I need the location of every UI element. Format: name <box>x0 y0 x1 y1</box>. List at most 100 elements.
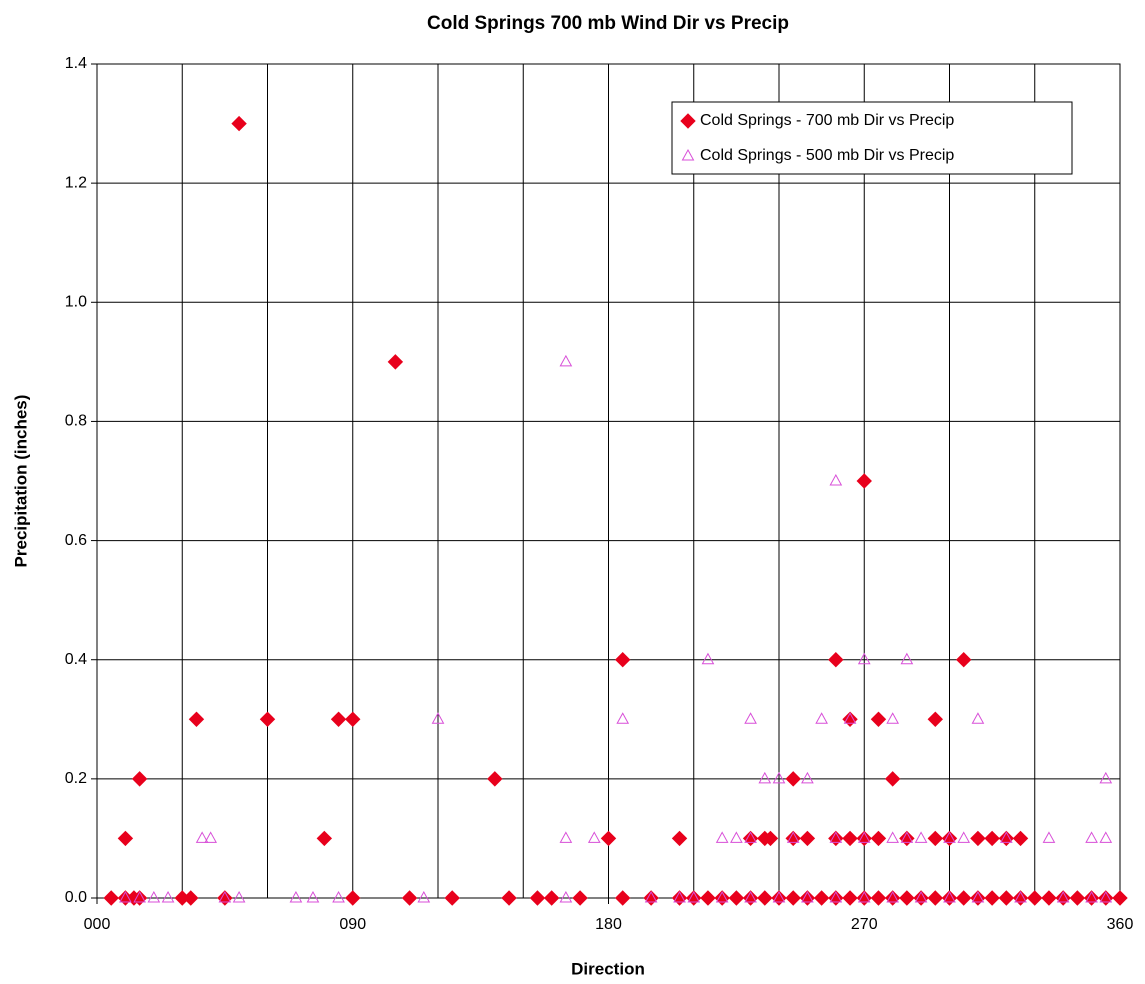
legend-marker <box>681 148 695 161</box>
y-tick-label: 0.8 <box>65 413 87 430</box>
data-point <box>1014 890 1027 903</box>
data-point <box>1085 831 1098 843</box>
data-point <box>501 890 517 906</box>
data-point <box>673 890 686 903</box>
data-point <box>1112 890 1128 906</box>
y-tick-label: 0.6 <box>65 532 87 549</box>
data-point <box>857 831 871 843</box>
data-point <box>559 354 573 367</box>
data-point <box>772 890 786 903</box>
data-point <box>600 830 617 847</box>
data-point <box>306 890 320 903</box>
data-point <box>815 712 828 724</box>
legend-label: Cold Springs - 500 mb Dir vs Precip <box>700 147 954 164</box>
legend-marker <box>680 113 696 129</box>
data-point <box>671 830 688 847</box>
data-point <box>119 890 132 903</box>
data-point <box>970 830 986 847</box>
data-point <box>330 711 347 727</box>
data-point <box>543 890 560 906</box>
y-tick-label: 0.2 <box>65 770 87 787</box>
data-point <box>572 890 588 906</box>
data-point <box>829 831 843 843</box>
legend-label: Cold Springs - 700 mb Dir vs Precip <box>700 112 954 129</box>
data-point <box>431 712 445 724</box>
data-point <box>914 890 928 903</box>
data-point <box>117 830 134 847</box>
data-point <box>927 830 943 847</box>
data-point <box>387 354 404 370</box>
data-point <box>884 771 901 787</box>
data-point <box>231 115 247 132</box>
data-point <box>956 890 972 906</box>
data-point <box>715 831 729 843</box>
data-point <box>1041 890 1057 906</box>
data-point <box>828 652 844 668</box>
data-point <box>801 890 814 903</box>
data-point <box>204 831 218 843</box>
data-point <box>133 890 146 903</box>
data-point <box>345 890 361 906</box>
data-point <box>829 890 843 903</box>
data-point <box>218 890 232 903</box>
data-point <box>984 890 1000 906</box>
data-point <box>744 831 757 843</box>
data-point <box>1012 830 1029 847</box>
data-point <box>857 652 871 665</box>
data-point <box>971 712 985 724</box>
data-point <box>644 890 658 903</box>
data-point <box>957 831 971 843</box>
data-point <box>857 890 871 903</box>
data-point <box>700 890 716 906</box>
data-point <box>785 890 801 906</box>
data-point <box>870 711 887 727</box>
data-point <box>762 830 779 847</box>
data-point <box>1069 890 1086 906</box>
data-point <box>232 890 246 903</box>
data-point <box>943 831 956 843</box>
data-point <box>1099 831 1113 843</box>
data-point <box>559 831 573 843</box>
data-point <box>998 890 1015 906</box>
data-point <box>401 890 418 906</box>
data-point <box>914 831 928 843</box>
y-axis-label: Precipitation (inches) <box>11 395 30 568</box>
x-tick-label: 090 <box>339 916 366 933</box>
data-point <box>183 890 199 906</box>
data-point <box>147 890 161 903</box>
data-point <box>1056 890 1070 903</box>
data-point <box>188 711 205 727</box>
data-point <box>900 652 914 665</box>
data-point <box>161 890 175 903</box>
data-point <box>730 831 743 843</box>
data-point <box>1085 890 1098 903</box>
data-point <box>899 830 915 847</box>
data-point <box>842 830 858 847</box>
data-point <box>587 831 601 843</box>
data-point <box>345 711 361 727</box>
y-tick-label: 1.4 <box>65 55 87 72</box>
data-point <box>758 771 772 784</box>
data-point <box>728 890 745 906</box>
data-point <box>742 830 759 847</box>
data-point <box>529 890 546 906</box>
data-point <box>757 890 773 906</box>
data-point <box>444 890 460 906</box>
data-point <box>559 890 573 903</box>
data-point <box>813 890 830 906</box>
data-point <box>772 771 786 784</box>
data-point <box>1099 890 1113 903</box>
chart-title: Cold Springs 700 mb Wind Dir vs Precip <box>427 13 789 34</box>
data-point <box>289 890 303 903</box>
x-tick-label: 180 <box>595 916 622 933</box>
data-point <box>941 830 958 847</box>
data-point <box>616 712 630 724</box>
data-point <box>1099 771 1113 784</box>
data-point <box>999 831 1013 843</box>
data-point <box>701 652 715 665</box>
data-point <box>927 890 943 906</box>
y-tick-label: 1.2 <box>65 174 87 191</box>
x-tick-label: 270 <box>851 916 878 933</box>
data-point <box>971 890 985 903</box>
